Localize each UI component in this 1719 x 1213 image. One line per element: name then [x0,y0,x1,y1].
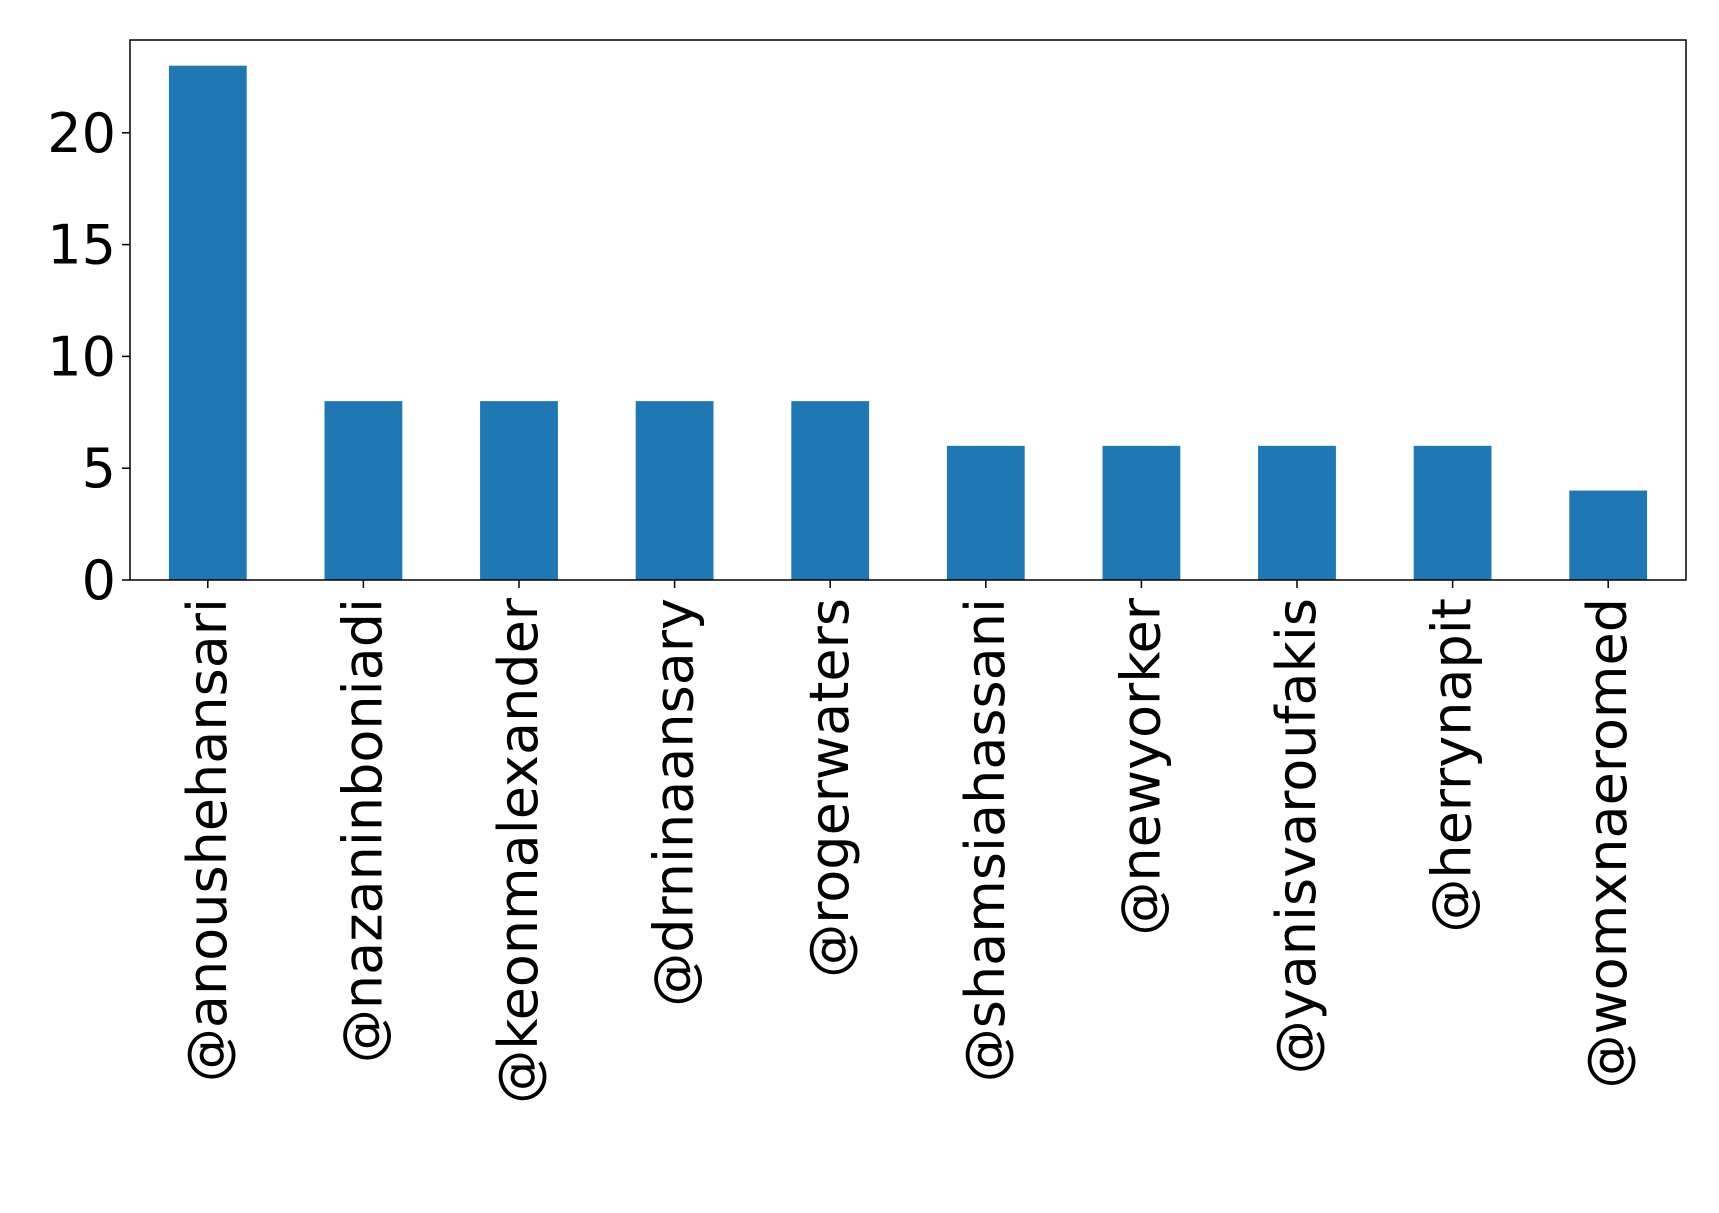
x-tick-label: @herrynapit [1421,598,1484,933]
bar [946,445,1025,580]
bar [1569,490,1648,580]
x-tick-label: @newyorker [1109,597,1172,935]
bar [324,401,403,580]
plot-frame [129,39,1687,581]
y-tick-label: 15 [47,214,116,277]
bars-group [168,65,1648,580]
y-tick-label: 20 [47,102,116,165]
y-tick-label: 10 [47,325,116,388]
x-tick-label: @rogerwaters [798,598,861,978]
bar [791,401,870,580]
x-tick-label: @nazaninboniadi [331,598,394,1063]
y-tick-label: 5 [82,437,116,500]
y-axis: 0 5 10 15 20 [47,102,130,612]
x-tick-label: @shamsiahassani [954,598,1017,1082]
bar [168,65,247,580]
x-axis: @anoushehansari @nazaninboniadi @keonmalex… [176,580,1639,1104]
bar [1413,445,1492,580]
x-tick-label: @anoushehansari [176,598,239,1082]
bar [1258,445,1336,580]
bar [1102,445,1181,580]
x-tick-label: @drninaansary [643,598,706,1007]
x-tick-label: @womxnaeromed [1576,598,1639,1088]
x-tick-label: @yanisvaroufakis [1265,598,1328,1074]
x-tick-label: @keonmalexander [487,597,550,1104]
bar [480,401,558,580]
y-tick-label: 0 [82,549,116,612]
bar [635,401,714,580]
